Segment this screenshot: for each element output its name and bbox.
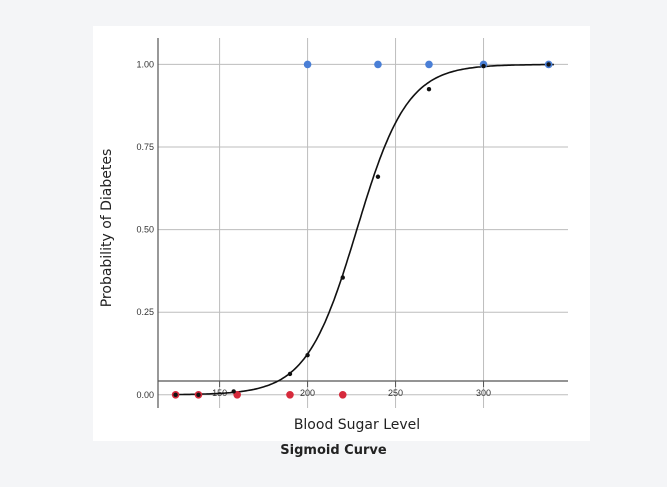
fitted-point	[481, 63, 486, 69]
positive-point	[374, 60, 382, 69]
data-points	[171, 60, 553, 399]
chart-panel: 150 200 250 300 0.00 0.25 0.50 0.75 1.00 Blood S…	[93, 26, 590, 441]
fitted-point	[375, 174, 381, 179]
x-tick-label: 300	[476, 388, 491, 398]
y-tick-label: 0.00	[136, 390, 154, 400]
fitted-point	[340, 275, 345, 280]
y-tick-label: 1.00	[136, 59, 154, 69]
positive-point	[425, 60, 433, 69]
x-axis-label: Blood Sugar Level	[294, 417, 420, 433]
y-tick-label: 0.75	[136, 142, 154, 152]
fitted-point	[196, 392, 201, 397]
positive-point	[303, 60, 312, 69]
fitted-point	[305, 352, 310, 358]
fitted-point	[231, 389, 236, 394]
negative-point	[286, 390, 294, 399]
fitted-point	[546, 62, 551, 67]
fitted-point	[173, 392, 178, 397]
fitted-point	[426, 87, 432, 92]
negative-point	[338, 390, 347, 399]
grid	[158, 38, 568, 408]
axes	[157, 38, 568, 408]
figure-caption: Sigmoid Curve	[280, 443, 387, 458]
y-axis-label: Probability of Diabetes	[99, 149, 115, 308]
fitted-point	[287, 371, 293, 377]
x-tick-label: 200	[300, 388, 315, 398]
y-tick-label: 0.50	[136, 225, 154, 235]
x-tick-label: 250	[388, 388, 403, 398]
y-tick-label: 0.25	[136, 307, 154, 317]
